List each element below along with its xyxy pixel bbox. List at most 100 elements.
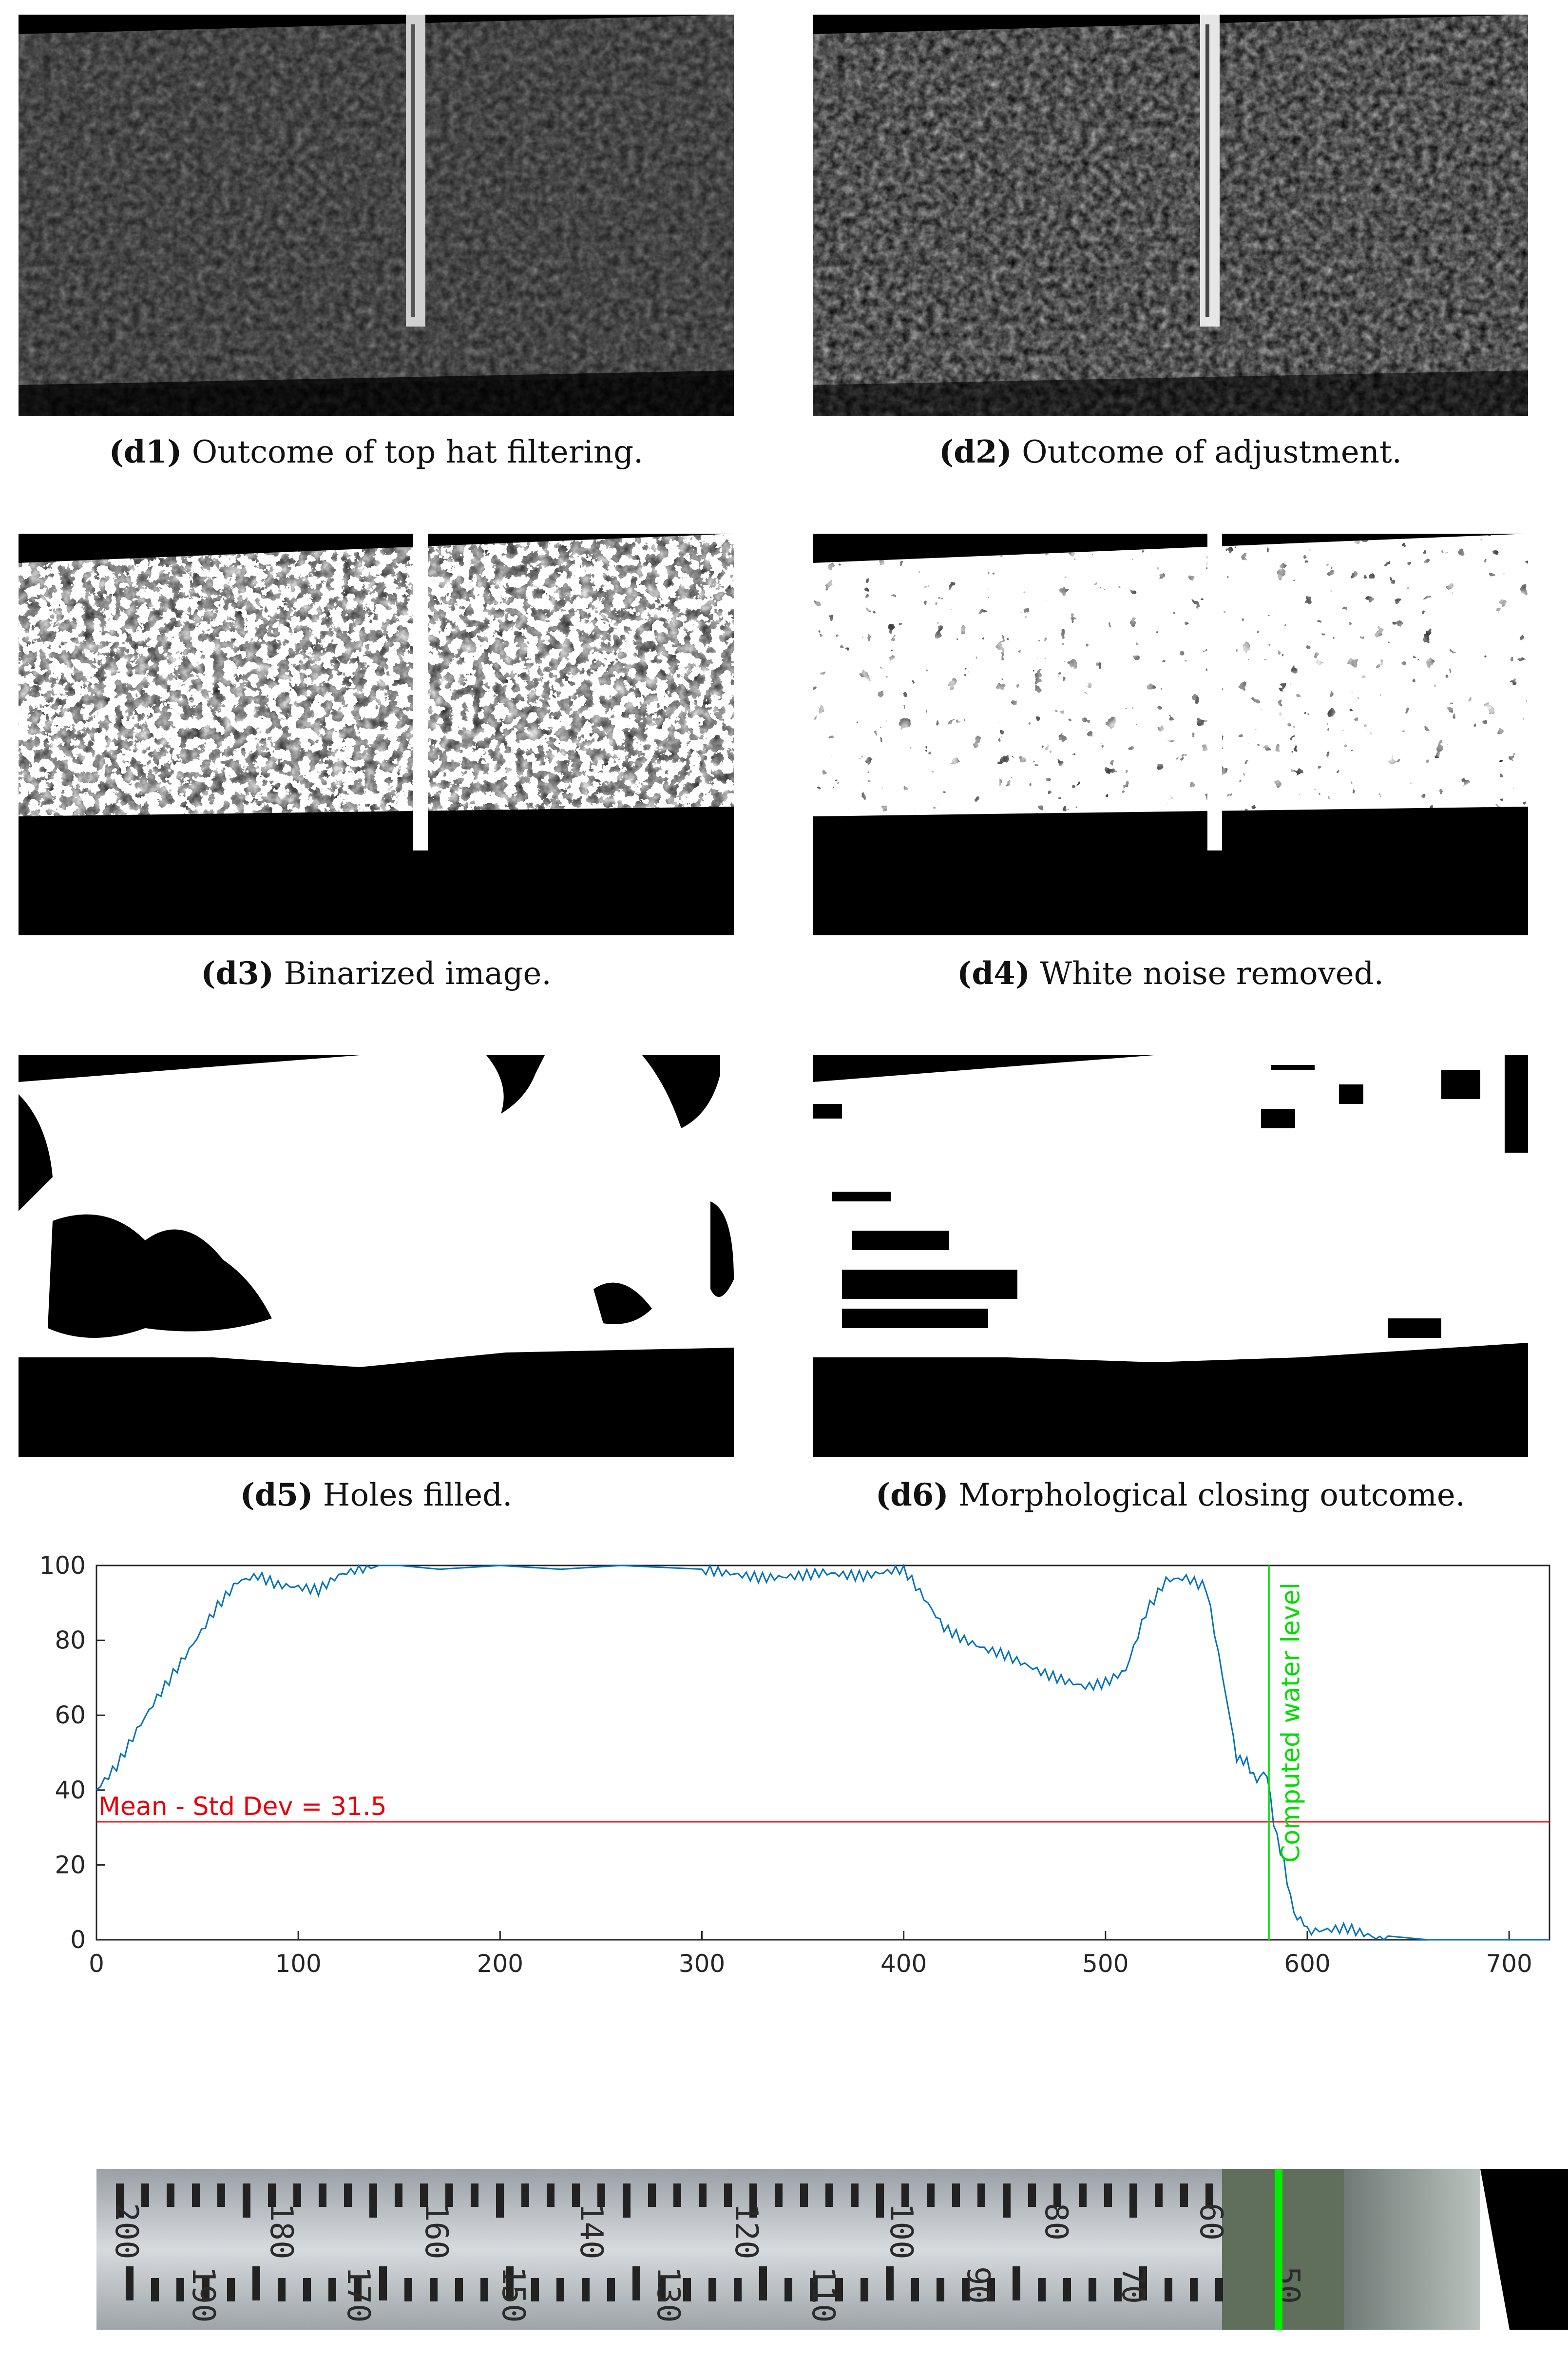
gauge-tick <box>496 2183 504 2218</box>
gauge-label-top: 120 <box>728 2203 764 2260</box>
caption-d3-text: Binarized image. <box>284 956 552 992</box>
gauge-label-top: 60 <box>1193 2203 1229 2241</box>
gauge-tick <box>151 2278 159 2301</box>
gauge-tick <box>784 2278 792 2301</box>
gauge-tick <box>1139 2266 1147 2300</box>
gauge-tick <box>886 2266 894 2300</box>
gauge-tick <box>724 2183 732 2207</box>
profile-chart: 0 20 40 60 80 100 0 100 200 300 400 500 600 700 Mean… <box>0 1550 1568 1998</box>
gauge-tick <box>937 2278 944 2301</box>
gauge-tick <box>851 2183 859 2207</box>
gauge-label-bottom: 110 <box>805 2266 841 2323</box>
gauge-tick <box>1129 2183 1137 2218</box>
gauge-tick <box>648 2183 656 2207</box>
gauge-tick <box>176 2278 184 2301</box>
gauge-label-bottom: 70 <box>1115 2266 1151 2304</box>
x-tick-label: 300 <box>679 1950 725 1978</box>
gauge-tick <box>278 2278 286 2301</box>
gauge-tick <box>116 2183 124 2218</box>
gauge-tick <box>556 2278 564 2301</box>
gauge-tick <box>901 2183 909 2207</box>
series-line <box>96 1563 1549 1941</box>
caption-d4-label: (d4) <box>957 955 1030 992</box>
panel-d3-image <box>19 534 734 935</box>
panel-d4-image <box>813 534 1528 935</box>
gauge-tick <box>395 2183 402 2207</box>
staff-gauge-strip: 200 180 160 140 120 100 80 60 190 170 150 130 110 90 7… <box>96 2169 1568 2330</box>
gauge-label-top: 200 <box>108 2203 144 2260</box>
gauge-tick <box>369 2183 377 2218</box>
gauge-tick <box>531 2278 539 2301</box>
gauge-tick <box>658 2278 666 2301</box>
gauge-tick <box>471 2183 478 2207</box>
gauge-tick <box>623 2183 631 2218</box>
x-tick-label: 700 <box>1486 1950 1532 1978</box>
gauge-tick <box>243 2183 250 2218</box>
gauge-tick <box>1079 2183 1087 2207</box>
threshold-annotation: Mean - Std Dev = 31.5 <box>98 1792 387 1821</box>
y-tick-label: 40 <box>55 1776 86 1804</box>
gauge-tick <box>911 2278 919 2301</box>
water-level-marker <box>1275 2169 1282 2330</box>
gauge-tick <box>480 2278 488 2301</box>
gauge-tick <box>962 2278 970 2301</box>
x-tick-label: 200 <box>477 1950 523 1978</box>
gauge-tick <box>1215 2278 1223 2301</box>
gauge-label-top: 100 <box>883 2203 919 2260</box>
gauge-tick <box>1114 2278 1122 2301</box>
gauge-tick <box>354 2278 362 2301</box>
caption-d3-label: (d3) <box>201 955 274 992</box>
gauge-tick <box>227 2278 235 2301</box>
gauge-label-bottom: 90 <box>960 2266 996 2304</box>
gauge-tick <box>597 2183 605 2207</box>
caption-d1: (d1) Outcome of top hat filtering. <box>19 434 734 470</box>
panel-d2-image <box>813 15 1528 416</box>
gauge-tick <box>582 2278 590 2301</box>
caption-d6-label: (d6) <box>875 1477 949 1513</box>
gauge-tick <box>987 2278 995 2301</box>
y-tick-label: 80 <box>55 1626 86 1655</box>
gauge-tick <box>734 2278 742 2301</box>
caption-d5: (d5) Holes filled. <box>19 1477 734 1513</box>
gauge-tick <box>430 2278 438 2301</box>
gauge-tick <box>445 2183 453 2207</box>
gauge-tick <box>749 2183 757 2218</box>
gauge-tick <box>632 2266 640 2300</box>
caption-d6-text: Morphological closing outcome. <box>958 1477 1466 1513</box>
caption-d3: (d3) Binarized image. <box>19 955 734 992</box>
panel-d5-image <box>19 1055 734 1457</box>
gauge-tick <box>759 2266 767 2300</box>
x-tick-label: 100 <box>275 1950 321 1978</box>
gauge-tick <box>927 2183 935 2207</box>
caption-d4-text: White noise removed. <box>1040 956 1384 992</box>
gauge-tick <box>1038 2278 1046 2301</box>
caption-d1-text: Outcome of top hat filtering. <box>191 434 644 470</box>
caption-d4: (d4) White noise removed. <box>813 955 1528 992</box>
gauge-tick <box>547 2183 555 2207</box>
gauge-tick <box>293 2183 301 2207</box>
gauge-tick <box>202 2278 210 2301</box>
gauge-tick <box>1205 2183 1213 2207</box>
gauge-tick <box>379 2266 387 2300</box>
gauge-tick <box>1028 2183 1036 2207</box>
gauge-tick <box>217 2183 225 2207</box>
gauge-tick <box>572 2183 580 2207</box>
gauge-label-top: 180 <box>263 2203 299 2260</box>
caption-d2-text: Outcome of adjustment. <box>1022 434 1402 470</box>
gauge-label-bottom: 150 <box>495 2266 531 2323</box>
gauge-tick <box>708 2278 716 2301</box>
caption-d5-label: (d5) <box>240 1477 313 1513</box>
gauge-tick <box>252 2266 260 2300</box>
gauge-tick <box>1190 2278 1198 2301</box>
gauge-tick <box>699 2183 707 2207</box>
gauge-tick <box>1053 2183 1061 2207</box>
gauge-tick <box>952 2183 960 2207</box>
gauge-tick <box>192 2183 200 2207</box>
gauge-tick <box>344 2183 352 2207</box>
gauge-tick <box>860 2278 868 2301</box>
x-tick-label: 0 <box>89 1950 104 1978</box>
gauge-label-top: 80 <box>1038 2203 1074 2241</box>
gauge-tick <box>521 2183 529 2207</box>
caption-d2-label: (d2) <box>938 434 1012 470</box>
gauge-tick <box>1155 2183 1163 2207</box>
